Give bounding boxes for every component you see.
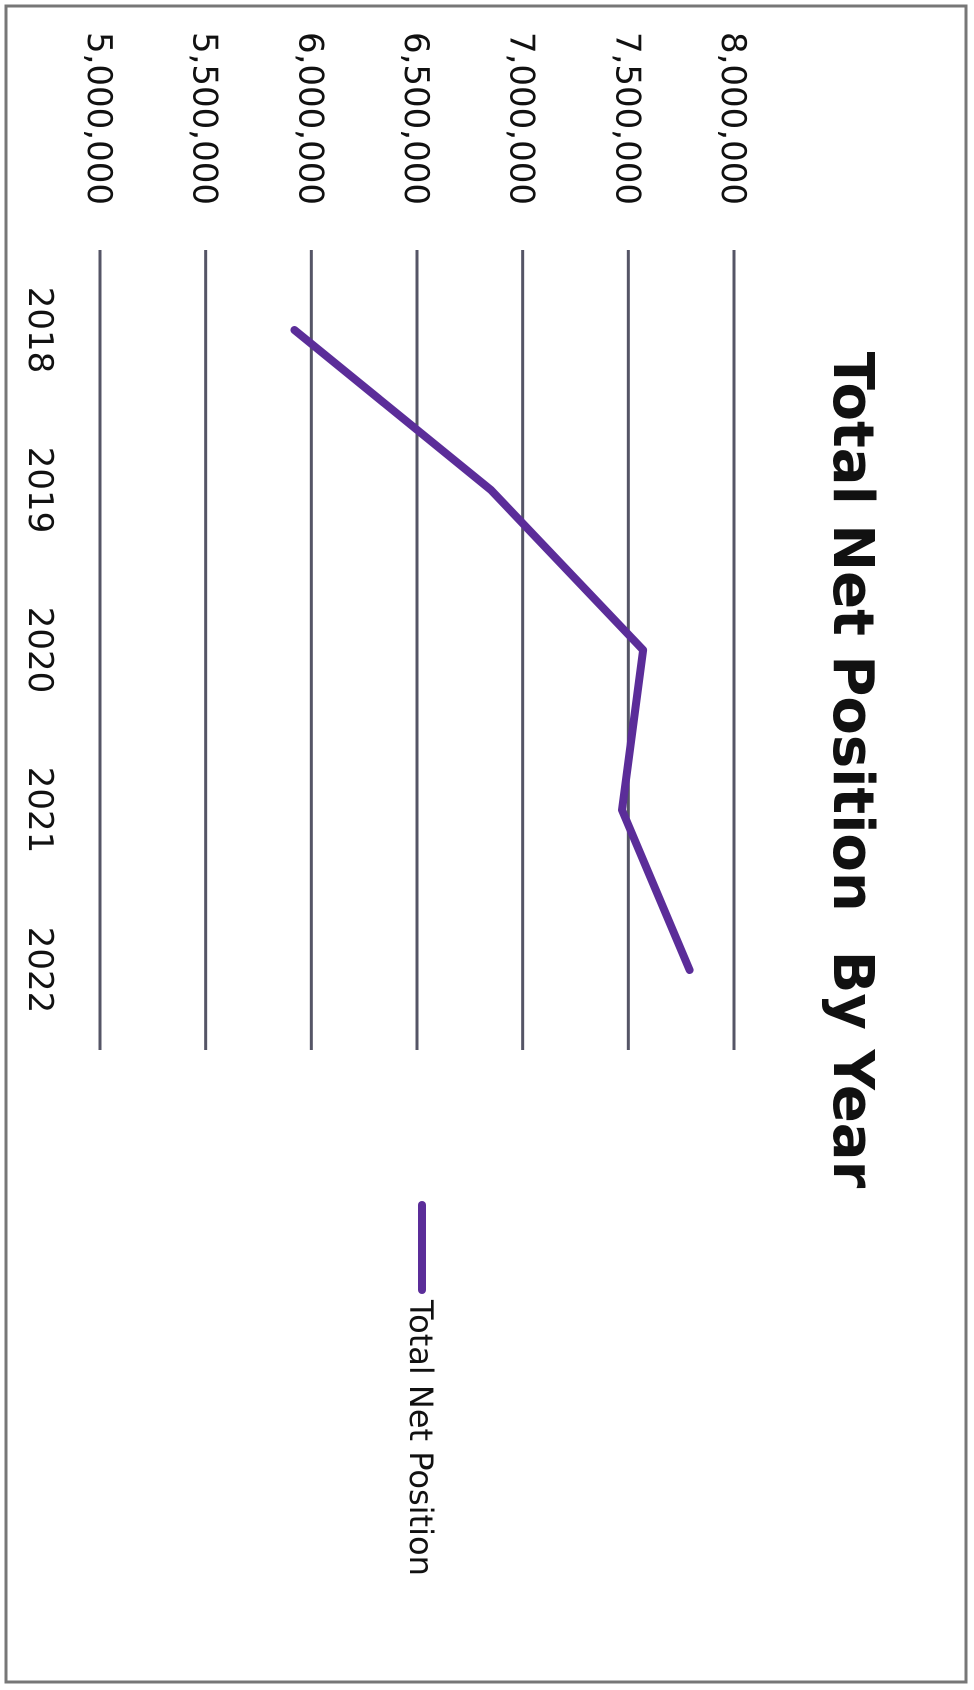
x-tick-label: 2018 [20,287,60,374]
x-tick-label: 2022 [20,927,60,1014]
y-tick-label: 5,500,000 [185,32,225,205]
series-line-total-net-position [290,326,694,974]
y-tick-label: 6,000,000 [290,32,330,205]
y-tick-labels: 5,000,000 5,500,000 6,000,000 6,500,000 7,00… [79,32,753,205]
gridlines [98,250,736,1050]
legend-label-total-net-position: Total Net Position [402,1299,440,1576]
y-tick-label: 6,500,000 [396,32,436,205]
x-tick-label: 2020 [20,607,60,694]
x-tick-label: 2021 [20,767,60,854]
y-tick-label: 7,500,000 [607,32,647,205]
y-tick-label: 8,000,000 [713,32,753,205]
chart-title: Total Net Position By Year [820,352,885,1189]
x-tick-label: 2019 [20,447,60,534]
chart-border [4,4,968,1684]
x-tick-labels: 2018 2019 2020 2021 2022 [20,287,60,1014]
series-lines [290,326,694,974]
rotated-plot-group: 5,000,000 5,500,000 6,000,000 6,500,000 7,00… [20,32,885,1576]
y-tick-label: 7,000,000 [502,32,542,205]
legend: Total Net Position [402,1201,440,1576]
y-tick-label: 5,000,000 [79,32,119,205]
